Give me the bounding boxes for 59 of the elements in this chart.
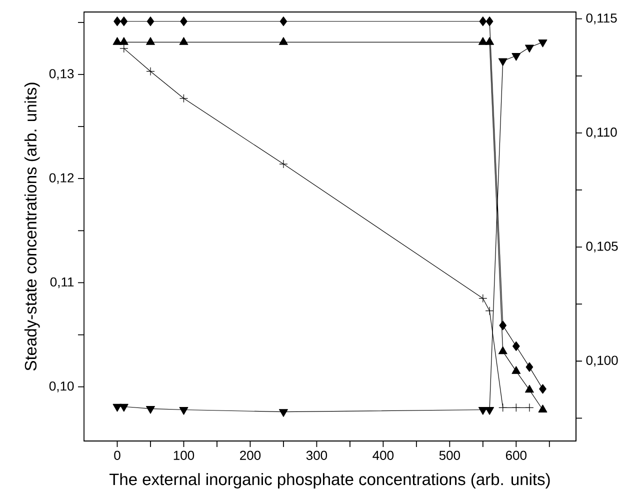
y-tick-label: 0,13	[49, 69, 74, 80]
point	[524, 384, 534, 393]
point	[279, 160, 288, 168]
point	[512, 366, 521, 374]
point	[498, 346, 508, 354]
point	[280, 16, 288, 26]
point	[478, 407, 488, 415]
point	[525, 403, 534, 412]
y-tick-label: 0,12	[49, 173, 74, 184]
point	[478, 37, 488, 45]
point	[498, 403, 508, 412]
point	[146, 37, 155, 45]
point	[486, 16, 494, 26]
y2-tick-label: 0,110	[586, 128, 617, 138]
point	[524, 44, 534, 52]
point	[112, 404, 122, 412]
x-tick-label: 100	[174, 450, 194, 460]
point	[180, 16, 188, 26]
point	[498, 58, 508, 66]
y2-tick-label: 0,115	[586, 13, 617, 24]
point	[485, 37, 494, 45]
point	[179, 407, 188, 415]
point	[512, 341, 520, 352]
x-tick-label: 0	[114, 450, 120, 460]
x-tick-label: 200	[240, 450, 261, 460]
point	[512, 403, 520, 412]
point	[112, 37, 122, 45]
point	[146, 16, 154, 26]
point	[538, 39, 548, 48]
point	[485, 306, 494, 316]
point	[119, 404, 128, 412]
point	[485, 407, 494, 415]
point	[119, 37, 128, 45]
x-tick-label: 300	[306, 450, 328, 460]
point	[146, 406, 155, 414]
point	[512, 53, 521, 61]
y-axis-title: Steady-state concentrations (arb. units)	[24, 82, 40, 370]
x-tick-label: 500	[439, 450, 460, 460]
point	[179, 37, 188, 45]
y-tick-label: 0,11	[50, 277, 74, 288]
point	[499, 320, 507, 330]
point	[479, 16, 487, 26]
x-axis-title: The external inorganic phosphate concentrations (arb. units)	[109, 473, 550, 488]
x-tick-label: 400	[372, 450, 394, 460]
y2-tick-label: 0,100	[586, 356, 618, 366]
y2-tick-label: 0,105	[586, 242, 618, 252]
x-tick-label: 600	[506, 450, 526, 460]
point	[539, 384, 546, 394]
point	[120, 44, 128, 53]
point	[120, 16, 128, 26]
point	[478, 294, 488, 303]
point	[279, 409, 288, 417]
point	[146, 67, 155, 76]
point	[538, 404, 548, 412]
point	[179, 94, 188, 103]
point	[114, 16, 121, 26]
y-tick-label: 0,10	[49, 381, 74, 392]
point	[526, 362, 534, 372]
point	[279, 37, 288, 45]
